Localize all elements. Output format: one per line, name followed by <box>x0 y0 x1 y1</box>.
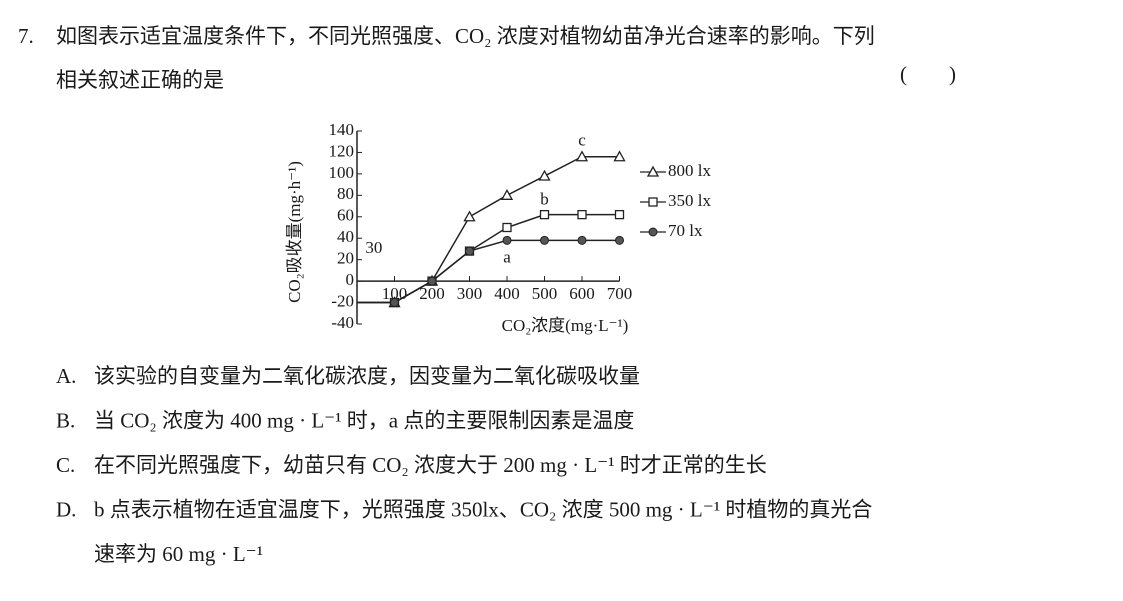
y-axis-label: CO₂吸收量(mg·h⁻¹) <box>285 161 304 303</box>
option-label: A. <box>56 364 76 388</box>
question-stem: 如图表示适宜温度条件下，不同光照强度、CO₂ 浓度对植物幼苗净光合速率的影响。下… <box>56 24 875 48</box>
y-tick-label: 140 <box>329 120 355 139</box>
y-tick-label: 100 <box>329 163 355 182</box>
option-label: D. <box>56 497 76 521</box>
question-stem: 相关叙述正确的是 <box>56 68 224 92</box>
annotation: c <box>578 131 586 150</box>
y-tick-label: 40 <box>337 227 354 246</box>
legend-label: 350 lx <box>668 191 711 210</box>
x-tick-label: 200 <box>419 284 445 303</box>
marker <box>615 235 624 245</box>
marker <box>390 298 399 308</box>
marker <box>613 150 626 162</box>
marker <box>427 276 437 286</box>
x-tick-label: 600 <box>569 284 595 303</box>
marker <box>463 210 476 222</box>
y-tick-label: -40 <box>331 313 354 332</box>
marker <box>540 235 549 245</box>
y-tick-label: 0 <box>346 270 355 289</box>
option-text: 该实验的自变量为二氧化碳浓度，因变量为二氧化碳吸收量 <box>94 364 640 388</box>
series-line <box>357 239 620 304</box>
marker <box>538 169 551 181</box>
marker <box>577 209 587 220</box>
marker <box>575 150 589 162</box>
option-text: 速率为 60 mg · L⁻¹ <box>94 542 263 566</box>
marker <box>502 222 512 233</box>
x-axis-label: CO₂浓度(mg·L⁻¹) <box>502 316 629 335</box>
y-tick-label: 20 <box>337 249 354 268</box>
y-tick-label: 120 <box>329 141 355 160</box>
marker <box>539 209 550 220</box>
y-tick-label: 80 <box>337 184 354 203</box>
marker <box>648 227 658 237</box>
legend-label: 800 lx <box>668 161 711 180</box>
marker <box>614 209 625 220</box>
option-label: B. <box>56 408 75 432</box>
x-tick-label: 500 <box>532 284 558 303</box>
marker <box>500 188 514 200</box>
y-tick-label: 60 <box>337 206 354 225</box>
option-text: 在不同光照强度下，幼苗只有 CO₂ 浓度大于 200 mg · L⁻¹ 时才正常… <box>94 453 767 477</box>
marker <box>465 246 474 256</box>
marker <box>648 197 658 207</box>
answer-bracket: ( ) <box>900 62 956 86</box>
x-tick-label: 300 <box>457 284 483 303</box>
option-text: 当 CO₂ 浓度为 400 mg · L⁻¹ 时，a 点的主要限制因素是温度 <box>94 408 634 432</box>
marker <box>646 165 660 177</box>
annotation: b <box>540 190 549 209</box>
marker <box>577 235 587 245</box>
x-tick-label: 700 <box>607 284 633 303</box>
x-tick-label: 400 <box>494 284 520 303</box>
annotation: 30 <box>365 238 382 257</box>
legend-label: 70 lx <box>668 221 703 240</box>
question-number: 7. <box>18 24 34 48</box>
marker <box>502 235 512 245</box>
annotation: a <box>503 248 511 267</box>
y-tick-label: -20 <box>331 291 354 310</box>
option-text: b 点表示植物在适宜温度下，光照强度 350lx、CO₂ 浓度 500 mg ·… <box>94 497 872 521</box>
option-label: C. <box>56 453 75 477</box>
